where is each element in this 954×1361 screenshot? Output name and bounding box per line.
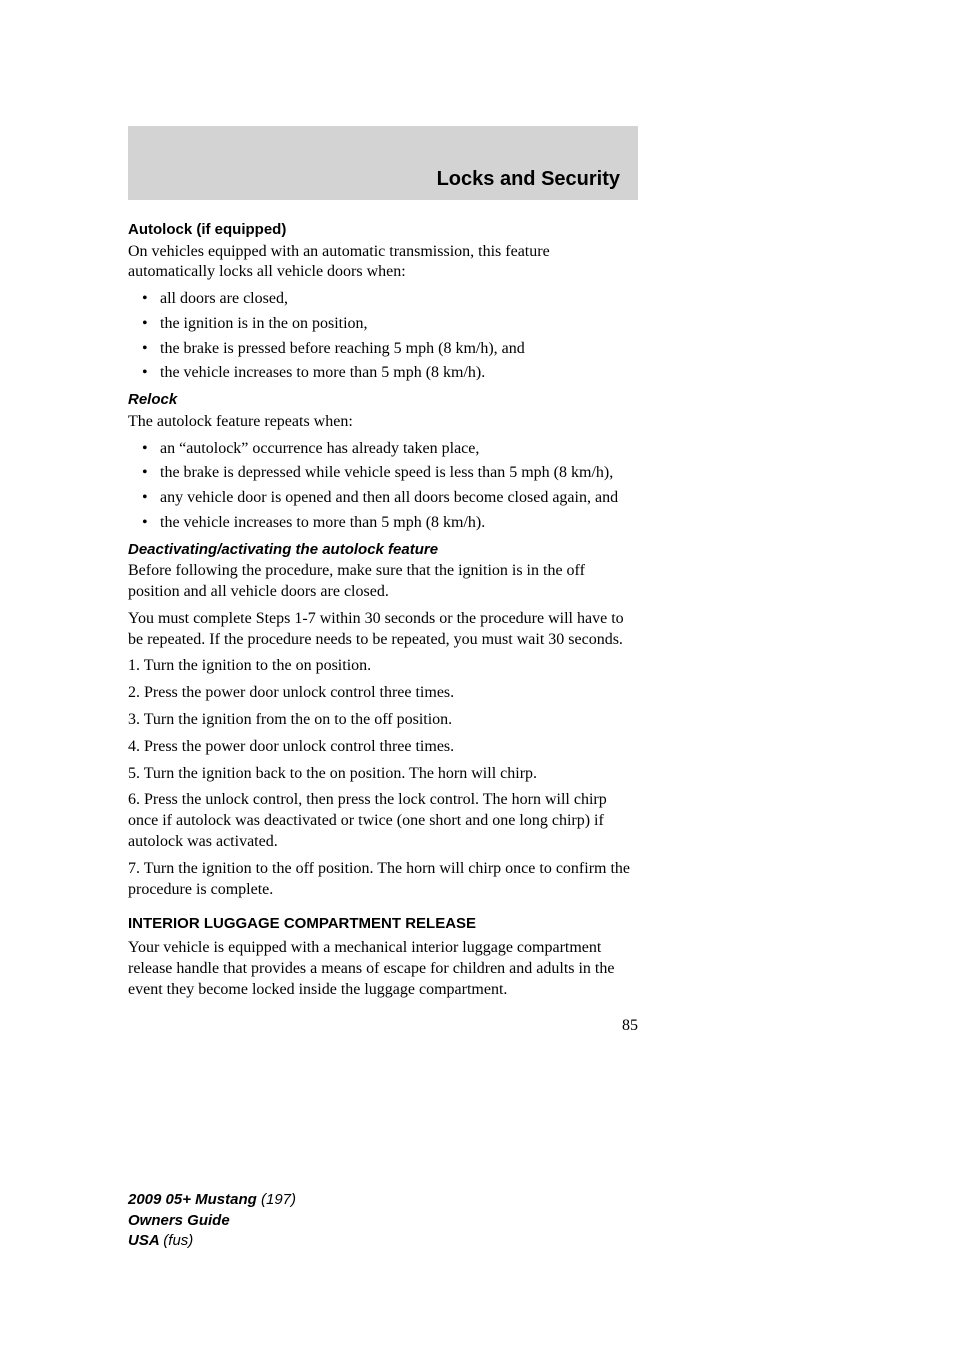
step-item: 3. Turn the ignition from the on to the … bbox=[128, 710, 638, 731]
list-item: all doors are closed, bbox=[128, 289, 638, 310]
autolock-title: Autolock (if equipped) bbox=[128, 220, 638, 240]
deactivate-para2: You must complete Steps 1-7 within 30 se… bbox=[128, 609, 638, 651]
list-item: the brake is pressed before reaching 5 m… bbox=[128, 339, 638, 360]
footer-code: (197) bbox=[261, 1191, 296, 1208]
relock-title: Relock bbox=[128, 390, 638, 410]
page-title: Locks and Security bbox=[437, 166, 620, 192]
relock-bullets: an “autolock” occurrence has already tak… bbox=[128, 439, 638, 534]
footer-line2: Owners Guide bbox=[128, 1211, 296, 1231]
footer-guide: Owners Guide bbox=[128, 1212, 230, 1229]
list-item: the brake is depressed while vehicle spe… bbox=[128, 463, 638, 484]
list-item: any vehicle door is opened and then all … bbox=[128, 488, 638, 509]
footer-fus: (fus) bbox=[163, 1232, 193, 1249]
step-item: 7. Turn the ignition to the off position… bbox=[128, 859, 638, 901]
step-item: 6. Press the unlock control, then press … bbox=[128, 790, 638, 852]
list-item: an “autolock” occurrence has already tak… bbox=[128, 439, 638, 460]
step-item: 2. Press the power door unlock control t… bbox=[128, 683, 638, 704]
list-item: the ignition is in the on position, bbox=[128, 314, 638, 335]
relock-intro: The autolock feature repeats when: bbox=[128, 412, 638, 433]
header-bar: Locks and Security bbox=[128, 126, 638, 200]
autolock-intro: On vehicles equipped with an automatic t… bbox=[128, 242, 638, 284]
footer-model: 2009 05+ Mustang bbox=[128, 1191, 261, 1208]
list-item: the vehicle increases to more than 5 mph… bbox=[128, 513, 638, 534]
page-number: 85 bbox=[128, 1016, 638, 1037]
page-content: Autolock (if equipped) On vehicles equip… bbox=[128, 200, 638, 1037]
step-item: 1. Turn the ignition to the on position. bbox=[128, 656, 638, 677]
step-item: 4. Press the power door unlock control t… bbox=[128, 737, 638, 758]
list-item: the vehicle increases to more than 5 mph… bbox=[128, 363, 638, 384]
deactivate-title: Deactivating/activating the autolock fea… bbox=[128, 540, 638, 560]
footer-region: USA bbox=[128, 1232, 163, 1249]
interior-para: Your vehicle is equipped with a mechanic… bbox=[128, 938, 638, 1000]
autolock-bullets: all doors are closed, the ignition is in… bbox=[128, 289, 638, 384]
footer-line3: USA (fus) bbox=[128, 1231, 296, 1251]
footer-line1: 2009 05+ Mustang (197) bbox=[128, 1190, 296, 1210]
deactivate-steps: 1. Turn the ignition to the on position.… bbox=[128, 656, 638, 900]
footer: 2009 05+ Mustang (197) Owners Guide USA … bbox=[128, 1190, 296, 1251]
step-item: 5. Turn the ignition back to the on posi… bbox=[128, 764, 638, 785]
deactivate-para1: Before following the procedure, make sur… bbox=[128, 561, 638, 603]
interior-title: INTERIOR LUGGAGE COMPARTMENT RELEASE bbox=[128, 914, 638, 934]
